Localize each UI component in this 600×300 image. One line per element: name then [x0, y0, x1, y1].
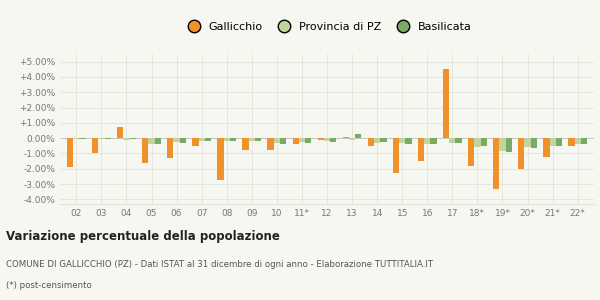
Bar [543, 138, 550, 157]
Bar [148, 138, 155, 143]
Bar [330, 138, 337, 142]
Bar [499, 138, 506, 151]
Bar [242, 138, 248, 150]
Text: COMUNE DI GALLICCHIO (PZ) - Dati ISTAT al 31 dicembre di ogni anno - Elaborazion: COMUNE DI GALLICCHIO (PZ) - Dati ISTAT a… [6, 260, 433, 269]
Bar [180, 138, 186, 143]
Text: (*) post-censimento: (*) post-censimento [6, 281, 92, 290]
Bar [393, 138, 399, 173]
Bar [380, 138, 386, 142]
Bar [399, 138, 406, 143]
Bar [524, 138, 530, 147]
Bar [117, 127, 124, 138]
Bar [199, 138, 205, 141]
Bar [142, 138, 148, 163]
Bar [130, 138, 136, 139]
Bar [205, 138, 211, 141]
Bar [506, 138, 512, 152]
Bar [98, 138, 104, 139]
Bar [293, 138, 299, 144]
Bar [355, 134, 361, 138]
Bar [104, 138, 111, 139]
Bar [406, 138, 412, 143]
Bar [493, 138, 499, 189]
Bar [67, 138, 73, 167]
Bar [274, 138, 280, 143]
Bar [481, 138, 487, 146]
Bar [530, 138, 537, 148]
Bar [73, 138, 79, 139]
Bar [443, 68, 449, 138]
Bar [568, 138, 575, 146]
Bar [230, 138, 236, 141]
Bar [368, 138, 374, 146]
Bar [124, 138, 130, 140]
Bar [324, 138, 330, 141]
Bar [167, 138, 173, 158]
Bar [349, 138, 355, 140]
Bar [317, 138, 324, 140]
Bar [343, 137, 349, 138]
Bar [255, 138, 261, 141]
Bar [305, 138, 311, 143]
Bar [248, 138, 255, 141]
Bar [468, 138, 474, 166]
Bar [280, 138, 286, 143]
Bar [418, 138, 424, 161]
Bar [92, 138, 98, 154]
Bar [424, 138, 430, 143]
Bar [217, 138, 224, 179]
Bar [581, 138, 587, 143]
Bar [474, 138, 481, 147]
Bar [155, 138, 161, 143]
Bar [79, 138, 86, 139]
Bar [374, 138, 380, 143]
Bar [173, 138, 180, 142]
Bar [299, 138, 305, 142]
Bar [430, 138, 437, 144]
Bar [192, 138, 199, 146]
Legend: Gallicchio, Provincia di PZ, Basilicata: Gallicchio, Provincia di PZ, Basilicata [178, 18, 476, 36]
Bar [449, 138, 455, 143]
Bar [550, 138, 556, 146]
Bar [455, 138, 462, 143]
Bar [224, 138, 230, 141]
Bar [575, 138, 581, 143]
Bar [556, 138, 562, 146]
Text: Variazione percentuale della popolazione: Variazione percentuale della popolazione [6, 230, 280, 243]
Bar [268, 138, 274, 150]
Bar [518, 138, 524, 169]
